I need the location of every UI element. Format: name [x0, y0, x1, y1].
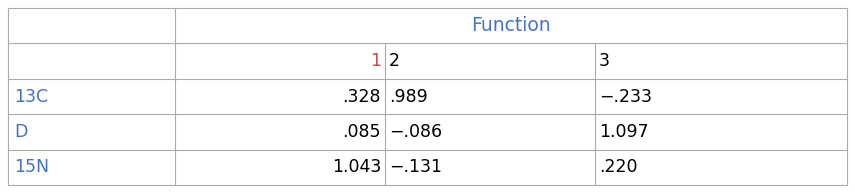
Text: .328: .328: [343, 87, 381, 106]
Text: 1.097: 1.097: [599, 123, 649, 141]
Text: 13C: 13C: [14, 87, 48, 106]
Text: 2: 2: [389, 52, 400, 70]
Text: .989: .989: [389, 87, 428, 106]
Text: −.131: −.131: [389, 158, 442, 176]
Text: −.086: −.086: [389, 123, 442, 141]
Text: D: D: [14, 123, 27, 141]
Text: .220: .220: [599, 158, 638, 176]
Text: Function: Function: [471, 16, 551, 35]
Text: .085: .085: [343, 123, 381, 141]
Text: 1.043: 1.043: [332, 158, 381, 176]
Text: 3: 3: [599, 52, 610, 70]
Text: 1: 1: [370, 52, 381, 70]
Text: 15N: 15N: [14, 158, 49, 176]
Text: −.233: −.233: [599, 87, 652, 106]
